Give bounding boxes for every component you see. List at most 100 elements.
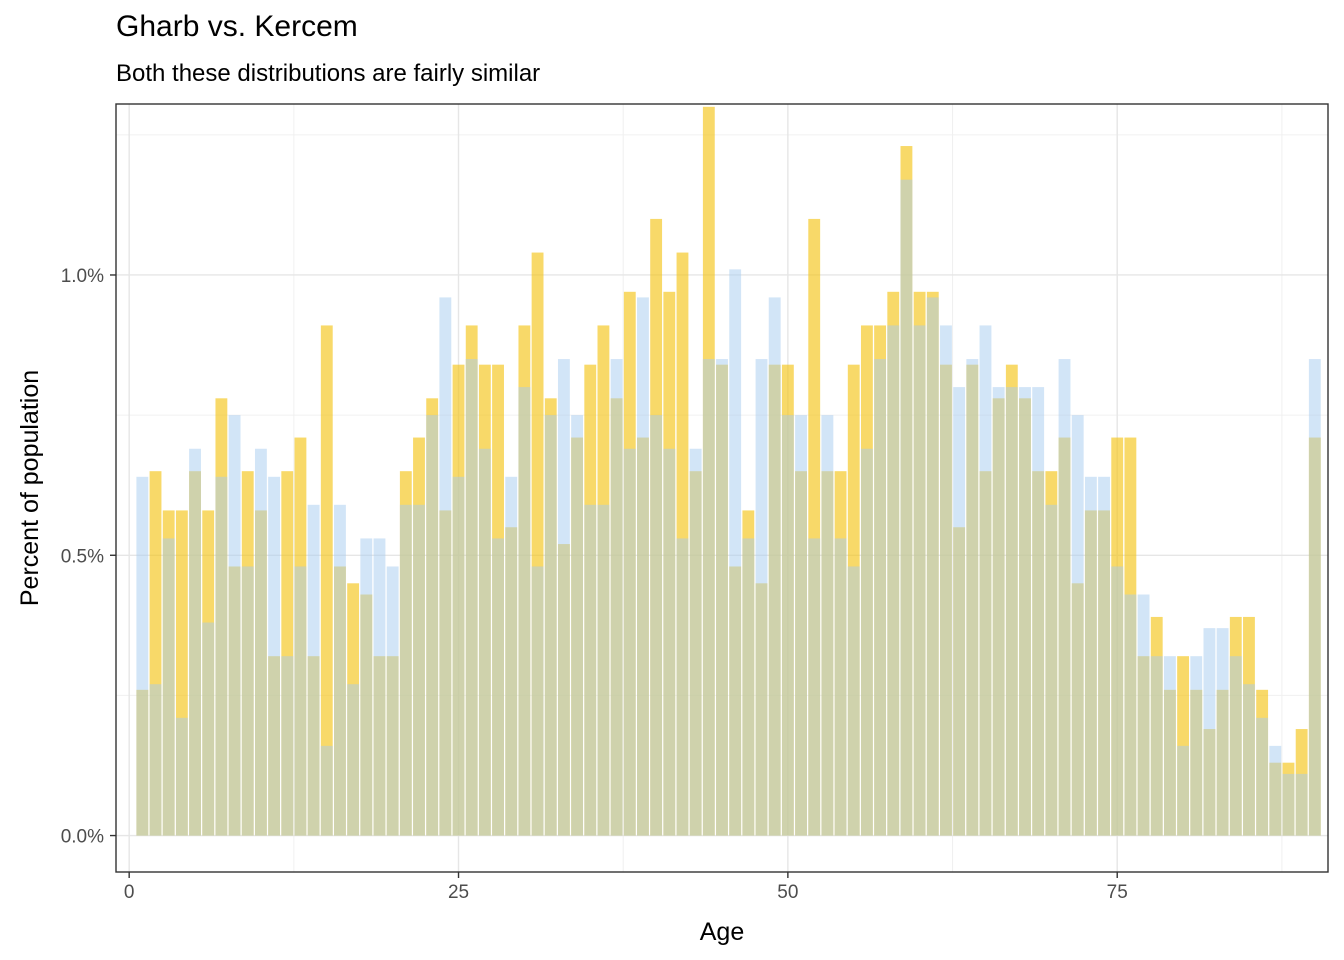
bar-series-2-age-69: [1032, 387, 1045, 836]
bar-series-2-age-62: [940, 325, 952, 836]
y-tick-label: 0.0%: [61, 827, 104, 848]
bar-series-2-age-67: [1005, 387, 1018, 836]
bar-series-2-age-16: [334, 504, 346, 836]
bar-series-2-age-90: [1308, 359, 1321, 836]
bar-series-2-age-88: [1282, 773, 1295, 836]
bar-series-2-age-79: [1163, 656, 1176, 836]
bar-series-2-age-8: [228, 415, 241, 836]
y-axis-title: Percent of population: [16, 370, 44, 606]
bar-series-2-age-55: [847, 566, 860, 836]
bar-series-2-age-81: [1190, 656, 1203, 836]
bar-series-2-age-80: [1177, 745, 1190, 836]
bar-series-2-age-87: [1269, 745, 1282, 836]
x-axis-title: Age: [700, 918, 744, 946]
y-tick-label: 0.5%: [61, 546, 104, 567]
bar-series-2-age-72: [1071, 415, 1084, 836]
bar-series-2-age-2: [149, 684, 162, 836]
bar-series-2-age-14: [307, 504, 320, 836]
bar-series-2-age-46: [729, 269, 742, 836]
bar-series-1-age-2: [149, 471, 162, 836]
bar-series-2-age-19: [373, 538, 386, 836]
bar-series-2-age-68: [1019, 387, 1031, 836]
bar-series-1-age-31: [531, 252, 544, 836]
bar-series-2-age-15: [320, 745, 333, 836]
bar-series-2-age-59: [900, 179, 913, 836]
bar-series-2-age-57: [874, 359, 887, 836]
bar-series-2-age-38: [623, 448, 636, 836]
bar-series-2-age-82: [1203, 628, 1216, 836]
bar-series-2-age-54: [834, 538, 847, 836]
bar-series-2-age-51: [795, 415, 807, 836]
bar-series-2-age-11: [268, 476, 281, 836]
bar-series-2-age-76: [1124, 594, 1137, 836]
bar-series-2-age-65: [979, 325, 992, 836]
x-tick-label: 25: [448, 882, 469, 903]
bar-series-2-age-83: [1216, 628, 1229, 836]
bar-series-2-age-20: [386, 566, 399, 836]
bar-series-2-age-42: [676, 538, 689, 836]
x-tick-label: 0: [124, 882, 135, 903]
bar-series-2-age-30: [518, 387, 531, 836]
bar-series-2-age-73: [1084, 476, 1097, 836]
bar-series-2-age-53: [821, 415, 834, 836]
bar-series-2-age-86: [1256, 717, 1269, 836]
bar-series-2-age-18: [360, 538, 373, 836]
bar-series-2-age-6: [202, 622, 215, 836]
x-tick-label: 75: [1107, 882, 1128, 903]
bar-series-2-age-64: [966, 359, 979, 836]
bar-series-2-age-78: [1150, 656, 1163, 836]
bar-series-2-age-17: [347, 684, 360, 836]
bar-series-2-age-70: [1045, 504, 1058, 836]
bar-series-2-age-60: [913, 325, 926, 836]
bar-series-2-age-35: [584, 504, 597, 836]
bar-series-2-age-7: [215, 476, 228, 836]
bar-series-2-age-66: [992, 387, 1005, 836]
bar-series-2-age-71: [1058, 359, 1071, 836]
bar-series-2-age-21: [399, 504, 412, 836]
bar-series-2-age-56: [860, 448, 873, 836]
bar-series-2-age-27: [478, 448, 491, 836]
bar-series-2-age-52: [808, 538, 821, 836]
chart-subtitle: Both these distributions are fairly simi…: [116, 60, 541, 87]
bar-series-2-age-3: [162, 538, 175, 836]
bar-series-2-age-13: [294, 566, 307, 836]
bar-series-2-age-39: [637, 297, 649, 836]
bar-series-2-age-26: [465, 359, 478, 836]
bar-series-2-age-32: [544, 415, 557, 836]
bar-series-2-age-9: [241, 566, 254, 836]
bar-series-2-age-28: [492, 538, 504, 836]
bar-series-2-age-89: [1295, 773, 1308, 836]
bar-series-2-age-25: [452, 476, 465, 836]
bar-series-2-age-33: [557, 359, 570, 836]
bar-series-2-age-41: [663, 448, 676, 836]
bar-series-2-age-45: [716, 359, 728, 836]
y-tick-label: 1.0%: [61, 266, 104, 287]
bar-series-2-age-58: [887, 325, 900, 836]
bar-series-2-age-61: [926, 297, 939, 836]
bar-series-2-age-63: [953, 387, 966, 836]
bar-series-2-age-74: [1098, 476, 1110, 836]
bar-series-2-age-5: [189, 448, 201, 836]
bar-series-2-age-12: [281, 656, 294, 836]
bar-series-2-age-22: [413, 504, 425, 836]
bar-series-1-age-4: [175, 510, 188, 836]
bar-series-2-age-24: [439, 297, 452, 836]
bar-series-1-age-15: [320, 325, 333, 836]
bar-series-2-age-84: [1229, 656, 1242, 836]
x-tick-label: 50: [777, 882, 798, 903]
bar-series-2-age-48: [755, 359, 768, 836]
bar-series-2-age-10: [254, 448, 267, 836]
bar-series-2-age-4: [175, 717, 188, 836]
bar-series-2-age-36: [597, 504, 610, 836]
bar-series-2-age-1: [136, 476, 149, 836]
bar-series-2-age-23: [426, 415, 439, 836]
chart-title: Gharb vs. Kercem: [116, 10, 358, 43]
bar-series-2-age-77: [1137, 594, 1150, 836]
bar-series-2-age-29: [505, 476, 518, 836]
bar-series-2-age-43: [689, 448, 702, 836]
bar-series-2-age-50: [781, 415, 794, 836]
plot-border: [115, 103, 1329, 873]
bar-series-2-age-31: [531, 566, 544, 836]
